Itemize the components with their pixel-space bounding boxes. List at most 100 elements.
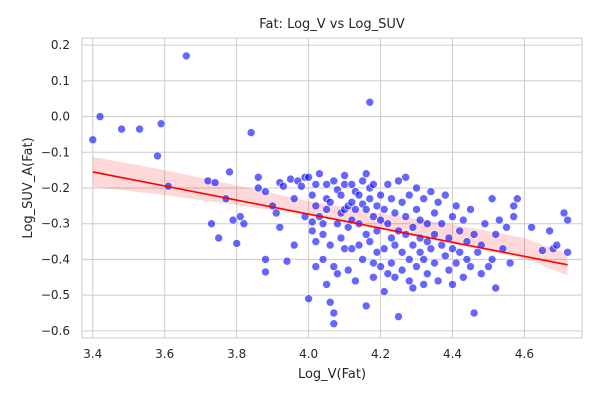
data-point	[325, 198, 335, 207]
data-point	[207, 219, 216, 228]
data-point	[462, 255, 472, 264]
data-point	[455, 248, 465, 257]
data-point	[228, 215, 238, 225]
data-point	[286, 174, 295, 184]
data-point	[433, 276, 443, 286]
data-point	[361, 230, 371, 239]
y-tick-label: 0.1	[51, 74, 70, 88]
data-point	[358, 255, 367, 264]
data-point	[448, 212, 457, 221]
data-point	[336, 233, 346, 243]
data-point	[271, 208, 281, 218]
data-point	[289, 194, 299, 203]
data-point	[412, 183, 421, 193]
y-tick-label: 0.0	[51, 110, 70, 124]
data-point	[430, 230, 439, 239]
data-point	[322, 180, 331, 189]
data-point	[415, 215, 425, 225]
data-point	[437, 240, 447, 250]
data-point	[397, 265, 407, 275]
data-point	[426, 244, 436, 253]
data-point	[88, 135, 98, 145]
data-point	[343, 265, 353, 275]
data-point	[343, 223, 353, 232]
data-point	[361, 205, 371, 214]
data-point	[559, 208, 569, 218]
data-point	[372, 248, 382, 257]
data-point	[387, 233, 396, 243]
data-point	[422, 219, 432, 228]
data-point	[502, 223, 511, 232]
x-tick-labels: 3.4 3.6 3.8 4.0 4.2 4.4 4.6	[83, 347, 534, 361]
data-point	[487, 255, 497, 264]
data-point	[408, 223, 418, 232]
data-point	[347, 198, 357, 207]
data-point	[394, 176, 403, 186]
data-point	[466, 205, 475, 214]
data-point	[153, 151, 162, 161]
data-point	[397, 248, 407, 257]
data-point	[333, 269, 342, 279]
data-point	[369, 258, 378, 268]
data-point	[365, 237, 375, 246]
x-tick-label: 4.6	[515, 347, 534, 361]
data-point	[95, 112, 105, 121]
data-point	[135, 124, 144, 134]
data-point	[376, 262, 385, 271]
data-point	[387, 258, 396, 268]
x-tick-label: 4.2	[371, 347, 390, 361]
data-point	[545, 226, 554, 236]
data-point	[304, 173, 313, 182]
data-point	[487, 194, 497, 203]
data-point	[329, 308, 339, 318]
data-point	[365, 194, 375, 203]
points-layer	[88, 51, 572, 329]
data-point	[440, 190, 450, 200]
data-point	[401, 212, 411, 221]
data-point	[354, 190, 364, 200]
data-point	[340, 171, 349, 180]
data-point	[404, 255, 414, 264]
data-point	[253, 183, 263, 193]
data-point	[512, 194, 522, 203]
data-point	[491, 283, 501, 293]
data-point	[347, 244, 357, 253]
data-point	[401, 173, 411, 182]
x-tick-label: 3.8	[227, 347, 246, 361]
data-point	[419, 280, 429, 289]
data-point	[552, 240, 562, 250]
data-point	[307, 190, 317, 200]
data-point	[297, 181, 306, 191]
data-point	[203, 176, 213, 186]
regression-line	[92, 171, 568, 266]
data-point	[480, 219, 490, 228]
data-point	[419, 194, 429, 203]
data-point	[322, 280, 331, 289]
y-axis-label: Log_SUV_A(Fat)	[21, 137, 36, 238]
data-point	[394, 312, 403, 321]
x-axis-label: Log_V(Fat)	[298, 367, 366, 382]
data-point	[404, 276, 414, 286]
data-point	[156, 119, 166, 128]
data-point	[182, 51, 191, 61]
data-point	[311, 237, 321, 246]
data-point	[311, 180, 321, 189]
data-point	[415, 248, 425, 257]
data-point	[563, 215, 572, 225]
data-point	[458, 272, 468, 282]
y-tick-label: 0.2	[51, 38, 70, 52]
data-point	[232, 239, 241, 248]
data-point	[318, 255, 328, 264]
data-point	[469, 308, 479, 318]
data-point	[422, 269, 432, 279]
data-point	[318, 230, 328, 239]
data-point	[466, 262, 475, 271]
trend-line-layer	[92, 171, 568, 266]
data-point	[361, 301, 371, 311]
data-point	[358, 176, 367, 186]
data-point	[437, 219, 447, 228]
data-point	[315, 169, 324, 178]
data-point	[444, 265, 454, 275]
y-tick-labels: −0.6 −0.5 −0.4 −0.3 −0.2 −0.1 0.0 0.1 0.2	[41, 38, 70, 338]
